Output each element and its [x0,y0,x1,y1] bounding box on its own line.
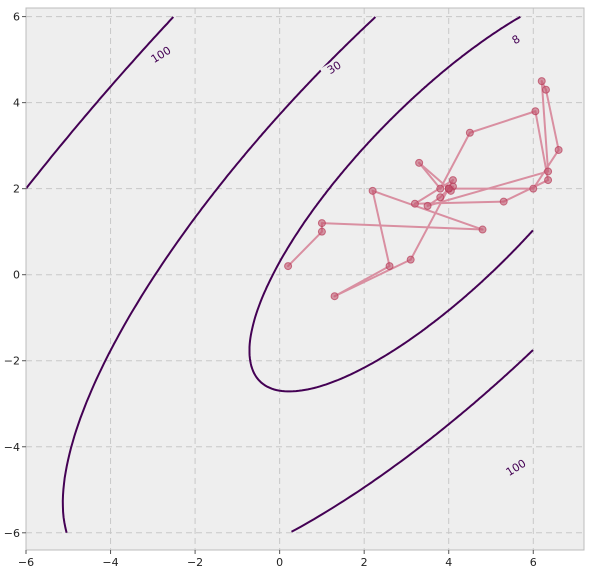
y-tick-label: 2 [13,183,20,196]
trajectory-segment [540,80,550,173]
trajectory-point-10 [499,197,508,206]
x-tick-label: −2 [187,556,203,569]
trajectory-segment [371,189,484,231]
contour-label-bg-1 [319,55,350,82]
trajectory-point-22 [423,201,432,210]
contour-label-bg-3 [501,455,532,482]
contour-label-bg-2 [146,42,177,69]
trajectory-segment [413,179,454,205]
x-tick-label: 6 [530,556,537,569]
trajectory-segment [544,88,560,151]
trajectory-point-4 [368,186,377,195]
trajectory-point-27 [444,184,453,193]
trajectory-segment [439,131,471,190]
contour-line-0 [248,15,534,393]
trajectory-point-2 [317,219,326,228]
trajectory-point-20 [537,77,546,86]
x-tick-label: −6 [18,556,34,569]
trajectory-point-13 [465,128,474,137]
trajectory-segment [418,161,450,190]
trajectory-point-19 [541,85,550,94]
trajectory-point-8 [448,176,457,185]
y-tick-label: 4 [13,97,20,110]
trajectory-segment [333,258,412,298]
trajectory-point-17 [529,184,538,193]
trajectory-point-9 [410,199,419,208]
contour-line-2 [26,16,175,190]
trajectory-point-23 [436,193,445,202]
y-tick-label: −4 [4,441,20,454]
trajectory-point-1 [317,227,326,236]
x-tick-label: 0 [276,556,283,569]
trajectory-point-12 [531,107,540,116]
trajectory-point-15 [415,158,424,167]
trajectory-point-5 [385,262,394,271]
trajectory-segment [502,179,550,203]
trajectory-segment [371,189,391,268]
x-tick-label: −4 [102,556,118,569]
trajectory-point-18 [554,145,563,154]
trajectory-point-14 [436,184,445,193]
trajectory-point-6 [330,292,339,301]
plot-background [26,8,584,550]
contour-lines [26,15,534,533]
axes [25,7,585,551]
trajectory-segment [468,110,537,134]
y-tick-label: −6 [4,527,20,540]
trajectory-segment [287,230,323,268]
contour-label-1: 30 [325,59,344,77]
trajectory-segment [409,179,454,261]
y-tick-label: 6 [13,11,20,24]
x-tick-label: 4 [445,556,452,569]
trajectory [284,77,563,301]
trajectory-point-7 [406,255,415,264]
trajectory-point-0 [284,262,293,271]
plot-area [26,8,584,550]
trajectory-segment [320,222,484,231]
trajectory-point-3 [478,225,487,234]
axes-frame [25,7,585,551]
grid-lines [25,8,584,550]
y-tick-label: −2 [4,355,20,368]
y-tick-label: 0 [13,269,20,282]
trajectory-segment [426,170,550,207]
trajectory-point-11 [544,176,553,185]
contour-label-bg-0 [501,27,532,54]
x-tick-label: 2 [361,556,368,569]
tick-labels: −6 −6 −4 −4 −2 −2 0 0 2 2 4 4 6 6 [4,11,537,569]
contour-line-1 [61,16,534,533]
trajectory-point-21 [544,167,553,176]
